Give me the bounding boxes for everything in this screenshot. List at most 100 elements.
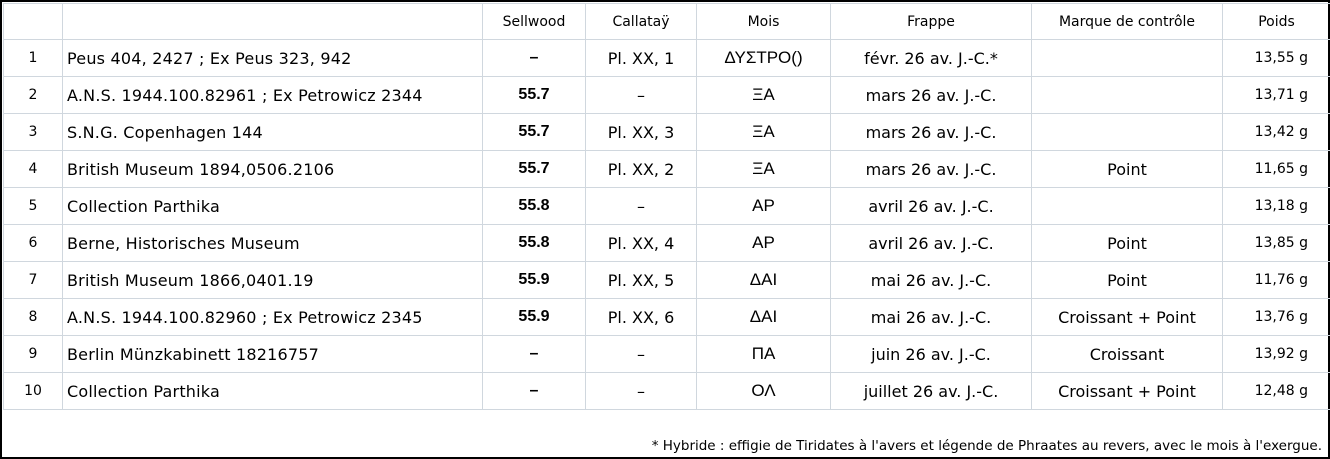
cell-poids: 13,85 g <box>1222 224 1330 262</box>
cell-poids: 11,65 g <box>1222 150 1330 188</box>
cell-sellwood: 55.8 <box>482 224 586 262</box>
cell-frappe: mai 26 av. J.-C. <box>830 261 1032 299</box>
header-callatay: Callataÿ <box>585 3 697 40</box>
cell-sellwood: 55.9 <box>482 261 586 299</box>
cell-marque: Croissant + Point <box>1031 298 1223 336</box>
cell-callatay: Pl. XX, 4 <box>585 224 697 262</box>
cell-source: A.N.S. 1944.100.82960 ; Ex Petrowicz 234… <box>62 298 483 336</box>
cell-index: 2 <box>3 76 63 114</box>
cell-frappe: févr. 26 av. J.-C.* <box>830 39 1032 77</box>
cell-source: Berlin Münzkabinett 18216757 <box>62 335 483 373</box>
coin-table: Sellwood Callataÿ Mois Frappe Marque de … <box>3 3 1330 410</box>
cell-sellwood: – <box>482 335 586 373</box>
cell-sellwood: 55.7 <box>482 150 586 188</box>
cell-index: 1 <box>3 39 63 77</box>
cell-sellwood: 55.8 <box>482 187 586 225</box>
table-row: 1 Peus 404, 2427 ; Ex Peus 323, 942 – Pl… <box>3 39 1330 77</box>
footnote: * Hybride : effigie de Tiridates à l'ave… <box>651 438 1322 454</box>
cell-callatay: – <box>585 187 697 225</box>
cell-poids: 13,42 g <box>1222 113 1330 151</box>
cell-poids: 12,48 g <box>1222 372 1330 410</box>
cell-mois: ΞΑ <box>696 76 831 114</box>
cell-callatay: – <box>585 76 697 114</box>
table-row: 5 Collection Parthika 55.8 – ΑΡ avril 26… <box>3 187 1330 225</box>
header-marque: Marque de contrôle <box>1031 3 1223 40</box>
cell-marque: Point <box>1031 261 1223 299</box>
table-row: 4 British Museum 1894,0506.2106 55.7 Pl.… <box>3 150 1330 188</box>
cell-marque <box>1031 39 1223 77</box>
table-row: 8 A.N.S. 1944.100.82960 ; Ex Petrowicz 2… <box>3 298 1330 336</box>
cell-index: 6 <box>3 224 63 262</box>
cell-marque <box>1031 76 1223 114</box>
cell-poids: 13,55 g <box>1222 39 1330 77</box>
table-row: 9 Berlin Münzkabinett 18216757 – – ΠΑ ju… <box>3 335 1330 373</box>
cell-source: Peus 404, 2427 ; Ex Peus 323, 942 <box>62 39 483 77</box>
cell-index: 7 <box>3 261 63 299</box>
cell-source: British Museum 1894,0506.2106 <box>62 150 483 188</box>
cell-mois: ΞΑ <box>696 113 831 151</box>
cell-sellwood: 55.7 <box>482 76 586 114</box>
table-row: 7 British Museum 1866,0401.19 55.9 Pl. X… <box>3 261 1330 299</box>
cell-poids: 13,71 g <box>1222 76 1330 114</box>
cell-frappe: mai 26 av. J.-C. <box>830 298 1032 336</box>
cell-frappe: mars 26 av. J.-C. <box>830 113 1032 151</box>
cell-index: 9 <box>3 335 63 373</box>
cell-index: 5 <box>3 187 63 225</box>
cell-source: Berne, Historisches Museum <box>62 224 483 262</box>
cell-poids: 13,92 g <box>1222 335 1330 373</box>
cell-callatay: Pl. XX, 2 <box>585 150 697 188</box>
cell-marque <box>1031 187 1223 225</box>
cell-poids: 11,76 g <box>1222 261 1330 299</box>
cell-index: 8 <box>3 298 63 336</box>
cell-frappe: avril 26 av. J.-C. <box>830 187 1032 225</box>
header-row: Sellwood Callataÿ Mois Frappe Marque de … <box>3 3 1330 40</box>
cell-marque: Point <box>1031 150 1223 188</box>
cell-mois: ΔΑΙ <box>696 298 831 336</box>
header-index <box>3 3 63 40</box>
cell-mois: ΠΑ <box>696 335 831 373</box>
cell-index: 10 <box>3 372 63 410</box>
header-mois: Mois <box>696 3 831 40</box>
cell-mois: ΞΑ <box>696 150 831 188</box>
table-row: 10 Collection Parthika – – ΟΛ juillet 26… <box>3 372 1330 410</box>
table-row: 2 A.N.S. 1944.100.82961 ; Ex Petrowicz 2… <box>3 76 1330 114</box>
cell-source: S.N.G. Copenhagen 144 <box>62 113 483 151</box>
cell-source: British Museum 1866,0401.19 <box>62 261 483 299</box>
cell-mois: ΑΡ <box>696 187 831 225</box>
cell-frappe: mars 26 av. J.-C. <box>830 76 1032 114</box>
cell-callatay: – <box>585 372 697 410</box>
cell-marque <box>1031 113 1223 151</box>
cell-callatay: Pl. XX, 6 <box>585 298 697 336</box>
cell-source: Collection Parthika <box>62 187 483 225</box>
header-frappe: Frappe <box>830 3 1032 40</box>
cell-sellwood: – <box>482 39 586 77</box>
cell-frappe: mars 26 av. J.-C. <box>830 150 1032 188</box>
cell-marque: Croissant <box>1031 335 1223 373</box>
cell-source: A.N.S. 1944.100.82961 ; Ex Petrowicz 234… <box>62 76 483 114</box>
header-sellwood: Sellwood <box>482 3 586 40</box>
cell-index: 4 <box>3 150 63 188</box>
cell-frappe: juin 26 av. J.-C. <box>830 335 1032 373</box>
cell-sellwood: 55.9 <box>482 298 586 336</box>
cell-frappe: avril 26 av. J.-C. <box>830 224 1032 262</box>
cell-poids: 13,18 g <box>1222 187 1330 225</box>
cell-sellwood: – <box>482 372 586 410</box>
cell-index: 3 <box>3 113 63 151</box>
table-row: 3 S.N.G. Copenhagen 144 55.7 Pl. XX, 3 Ξ… <box>3 113 1330 151</box>
cell-mois: ΔΥΣΤΡΟ() <box>696 39 831 77</box>
header-source <box>62 3 483 40</box>
cell-callatay: – <box>585 335 697 373</box>
cell-sellwood: 55.7 <box>482 113 586 151</box>
cell-mois: ΔΑΙ <box>696 261 831 299</box>
cell-marque: Point <box>1031 224 1223 262</box>
cell-callatay: Pl. XX, 3 <box>585 113 697 151</box>
cell-poids: 13,76 g <box>1222 298 1330 336</box>
cell-callatay: Pl. XX, 1 <box>585 39 697 77</box>
header-poids: Poids <box>1222 3 1330 40</box>
cell-callatay: Pl. XX, 5 <box>585 261 697 299</box>
cell-marque: Croissant + Point <box>1031 372 1223 410</box>
cell-mois: ΑΡ <box>696 224 831 262</box>
cell-source: Collection Parthika <box>62 372 483 410</box>
table-row: 6 Berne, Historisches Museum 55.8 Pl. XX… <box>3 224 1330 262</box>
